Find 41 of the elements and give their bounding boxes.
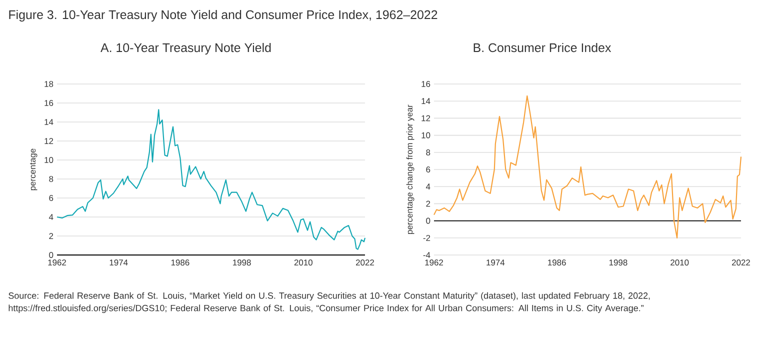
y-tick-label: 0 [49, 252, 54, 258]
y-tick-label: 18 [44, 81, 54, 87]
y-tick-label: 8 [426, 149, 430, 156]
y-tick-label: 12 [44, 138, 54, 144]
chart-title: Figure 3. 10-Year Treasury Note Yield and Consumer Price Index, 1962–2022 [9, 10, 438, 22]
y-tick-label: 6 [49, 195, 54, 201]
y-tick-label: 2 [426, 200, 430, 207]
x-tick-label: 1974 [486, 260, 505, 266]
line-series [56, 109, 366, 250]
x-tick-label: 1986 [171, 260, 190, 266]
chart-subtitle: A. 10-Year Treasury Note Yield [100, 42, 271, 55]
line-series [433, 95, 742, 238]
y-tick-label: 6 [426, 166, 430, 172]
x-tick-label: 1998 [609, 260, 628, 266]
y-tick-label: 10 [422, 132, 430, 138]
y-axis-title: percentage [30, 148, 38, 190]
chart-subtitle: B. Consumer Price Index [474, 42, 612, 52]
y-tick-label: 14 [44, 119, 54, 125]
x-tick-label: 1962 [48, 260, 66, 266]
x-tick-label: 2022 [732, 260, 750, 266]
y-tick-label: 10 [44, 157, 54, 163]
source-note: Source: Federal Reserve Bank of St. Louis, “Market Yield on U.S. Treasury Securities at 10-Year Constant Maturity” (dataset), last updated February 18, 2022, https://fred.stlouisfed.org/series/DGS10; Federal Reserve Bank of St. Louis, “Consumer Price Index for All Urban Consumers: All Items in U.S. City Average.” [8, 292, 650, 314]
y-tick-label: 16 [422, 81, 430, 87]
x-tick-label: 2010 [670, 260, 689, 266]
x-tick-label: 1962 [425, 260, 443, 266]
y-tick-label: 4 [48, 214, 54, 220]
y-tick-label: 16 [44, 100, 54, 106]
x-tick-label: 2022 [356, 260, 374, 266]
y-tick-label: 12 [422, 115, 430, 122]
y-axis-title: percentage change from prior year [406, 104, 414, 234]
y-tick-label: 8 [49, 176, 54, 182]
x-tick-label: 1998 [233, 260, 251, 266]
y-tick-label: -4 [423, 252, 430, 258]
y-tick-label: 4 [426, 184, 430, 190]
y-tick-label: -2 [423, 234, 430, 241]
y-tick-label: 2 [49, 233, 54, 239]
x-tick-label: 1974 [110, 260, 128, 266]
x-tick-label: 2010 [294, 260, 312, 266]
x-tick-label: 1986 [548, 260, 566, 266]
y-tick-label: 0 [426, 218, 430, 224]
y-tick-label: 14 [422, 98, 430, 104]
